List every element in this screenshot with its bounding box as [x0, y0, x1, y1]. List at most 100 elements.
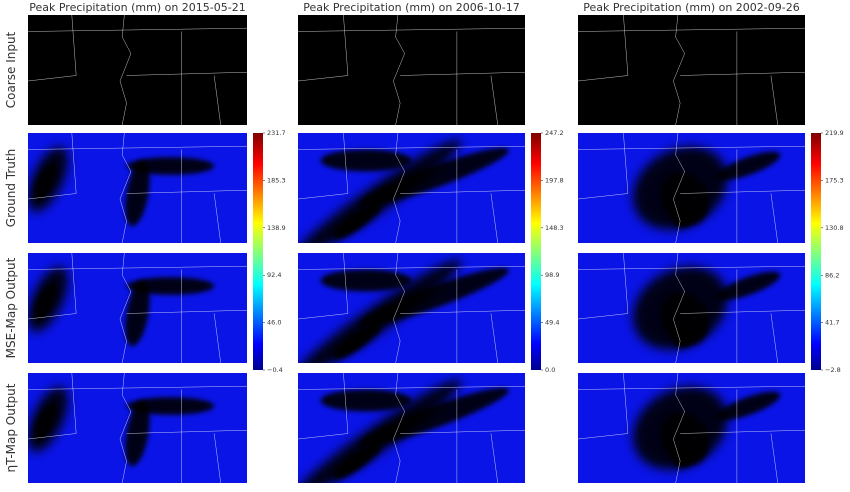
coarse-cell	[71, 28, 95, 43]
coarse-cell	[668, 42, 692, 57]
coarse-cell	[479, 111, 503, 125]
state-border	[213, 313, 221, 363]
map-panel	[298, 133, 525, 243]
coarse-cell	[115, 97, 138, 112]
coarse-cell	[71, 111, 95, 125]
colorbar-tick-label: 185.3	[267, 176, 286, 184]
coarse-cell	[411, 97, 435, 112]
coarse-cell	[343, 83, 367, 98]
coarse-cell	[71, 83, 95, 98]
coarse-cell	[646, 42, 670, 57]
coarse-cell	[366, 70, 390, 85]
coarse-cell	[736, 15, 761, 30]
coarse-cell	[456, 97, 481, 112]
coarse-cell	[434, 97, 458, 112]
coarse-cell	[203, 42, 226, 57]
coarse-cell	[646, 97, 670, 112]
coarse-cell	[502, 83, 525, 98]
coarse-cell	[759, 56, 783, 71]
coarse-cell	[623, 56, 647, 71]
precip-blob	[673, 454, 692, 468]
coarse-cell	[115, 42, 138, 57]
coarse-cell	[782, 28, 805, 43]
coarse-cell	[691, 70, 715, 85]
coarse-cell	[159, 83, 182, 98]
map-panel	[28, 253, 247, 363]
coarse-cell	[320, 83, 344, 98]
state-border	[400, 309, 525, 314]
state-border	[578, 15, 629, 82]
coarse-cell	[388, 15, 412, 30]
precip-blob	[126, 157, 215, 175]
state-border	[673, 253, 685, 363]
state-border	[298, 15, 349, 82]
state-border	[400, 189, 525, 194]
coarse-cell	[691, 28, 715, 43]
map-panel	[578, 253, 805, 363]
coarse-cell	[71, 56, 95, 71]
colorbar-tick-label: 98.9	[545, 271, 559, 279]
coarse-cell	[203, 56, 226, 71]
coarse-cell	[343, 56, 367, 71]
coarse-cell	[320, 56, 344, 71]
coarse-cell	[782, 70, 805, 85]
coarse-cell	[298, 42, 322, 57]
coarse-cell	[225, 70, 247, 85]
coarse-cell	[49, 15, 73, 30]
coarse-cell	[456, 56, 481, 71]
coarse-cell	[93, 42, 117, 57]
coarse-cell	[714, 97, 738, 112]
state-border	[28, 373, 77, 440]
coarse-cell	[646, 28, 670, 43]
state-border	[298, 265, 525, 270]
colorbar-tick-label: 175.3	[825, 176, 844, 184]
coarse-cell	[28, 15, 51, 30]
coarse-cell	[411, 42, 435, 57]
coarse-cell	[578, 42, 602, 57]
coarse-cell	[691, 15, 715, 30]
state-border	[578, 265, 805, 270]
state-border	[578, 133, 629, 200]
coarse-cell	[388, 42, 412, 57]
coarse-cell	[343, 70, 367, 85]
coarse-cell	[782, 15, 805, 30]
state-border	[400, 71, 525, 76]
coarse-cell	[115, 15, 138, 30]
coarse-cell	[623, 97, 647, 112]
coarse-cell	[225, 56, 247, 71]
coarse-cell	[434, 83, 458, 98]
coarse-cell	[600, 28, 624, 43]
coarse-cell	[646, 70, 670, 85]
coarse-cell	[600, 111, 624, 125]
coarse-cell	[646, 111, 670, 125]
precip-blob	[320, 149, 412, 172]
state-border	[490, 313, 499, 363]
coarse-cell	[181, 56, 204, 71]
coarse-cell	[137, 83, 160, 98]
state-border	[298, 253, 349, 320]
coarse-cell	[159, 15, 182, 30]
state-border	[680, 429, 805, 434]
coarse-cell	[668, 15, 692, 30]
coarse-cell	[115, 28, 138, 43]
coarse-cell	[714, 111, 738, 125]
state-border	[28, 133, 77, 200]
precip-blob	[320, 269, 412, 292]
coarse-cell	[456, 42, 481, 57]
coarse-cell	[115, 70, 138, 85]
coarse-cell	[623, 83, 647, 98]
coarse-cell	[714, 56, 738, 71]
state-border	[213, 193, 221, 243]
coarse-cell	[225, 83, 247, 98]
state-border	[298, 145, 525, 150]
coarse-cell	[28, 83, 51, 98]
state-border	[673, 15, 685, 125]
coarse-cell	[28, 111, 51, 125]
coarse-cell	[736, 56, 761, 71]
coarse-cell	[479, 83, 503, 98]
coarse-cell	[502, 97, 525, 112]
coarse-cell	[28, 42, 51, 57]
precip-blob	[673, 334, 692, 348]
state-border	[213, 75, 221, 125]
state-border	[298, 27, 525, 32]
